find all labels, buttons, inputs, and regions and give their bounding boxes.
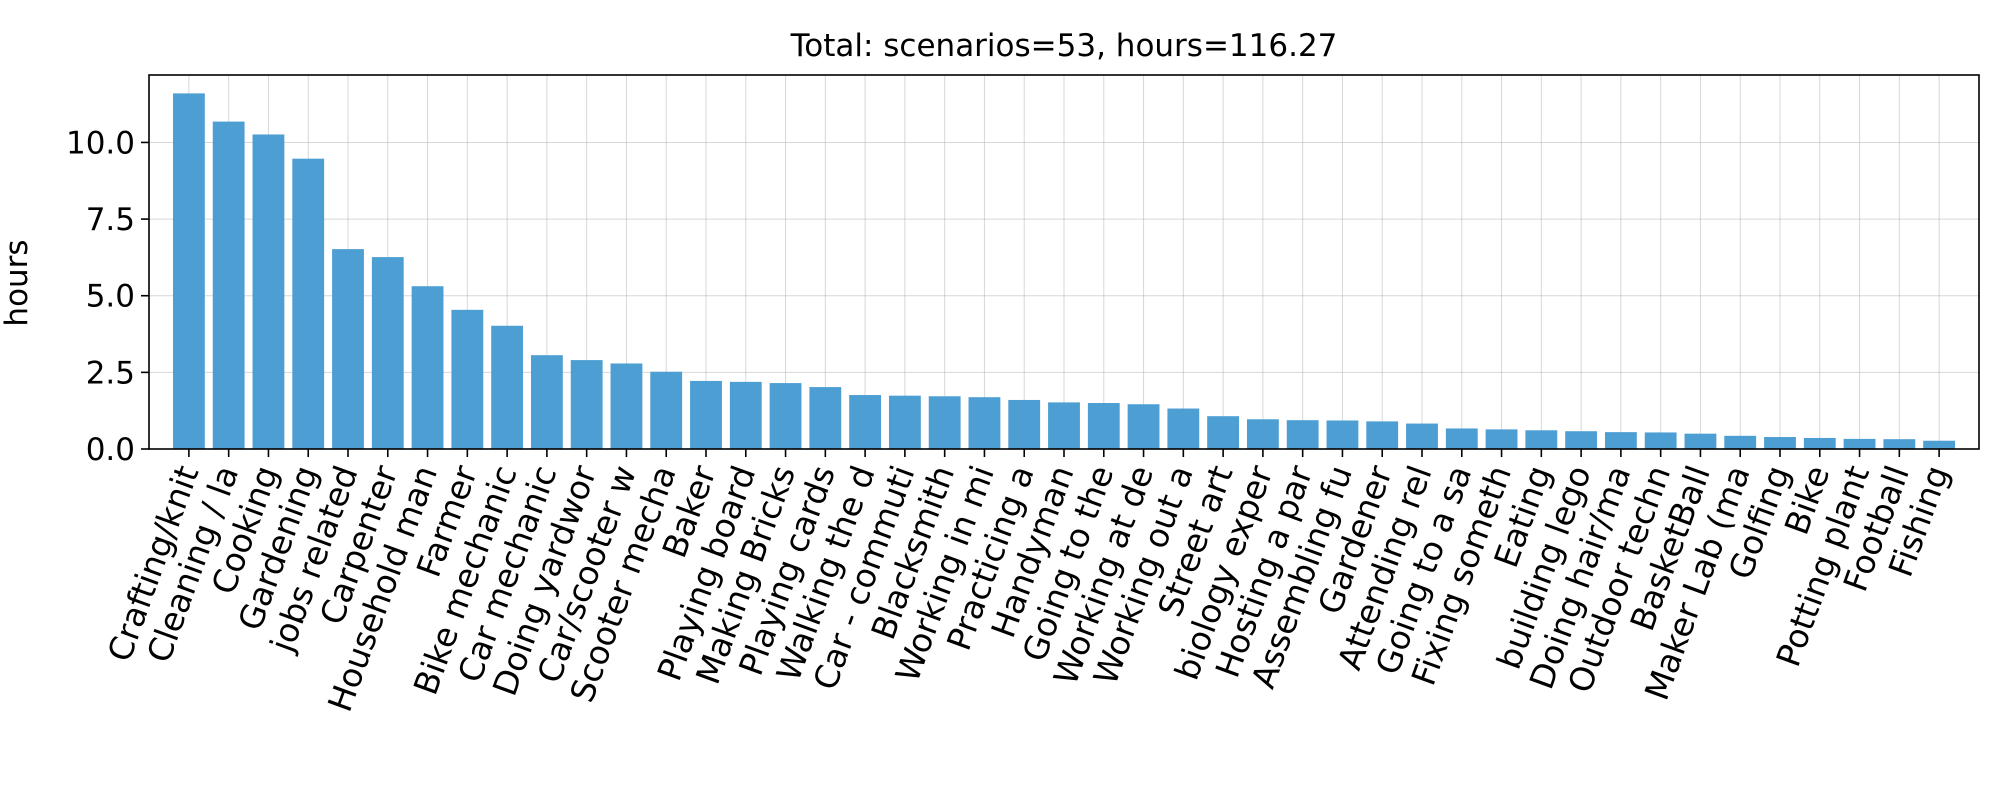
bar [570,360,603,449]
bar [1246,419,1279,449]
bar [1406,423,1438,449]
bar [1008,399,1041,449]
bar [1087,403,1120,449]
y-tick-label: 10.0 [66,125,135,161]
bar [650,371,683,449]
y-tick-label: 2.5 [86,355,135,391]
bar [1843,438,1876,449]
plot-frame [148,74,1980,450]
bar [1207,416,1240,449]
bar [968,397,1001,449]
bar [1604,432,1637,449]
bar [1525,430,1558,449]
bars [172,93,1956,450]
y-axis-label: hours [0,239,35,326]
bar [1127,404,1160,449]
y-tick-label: 5.0 [86,279,135,315]
bar [1883,439,1916,449]
bar [1286,420,1319,449]
bar [809,387,842,449]
bar [1724,435,1757,449]
bar [172,93,205,450]
chart-title: Total: scenarios=53, hours=116.27 [790,28,1338,64]
bar [928,396,961,449]
bar [371,257,404,449]
bar [491,325,524,449]
bar [888,395,921,449]
bar [530,355,563,449]
bar [1764,437,1796,449]
bar [1684,433,1717,449]
y-tick-label: 7.5 [86,202,135,238]
bar [212,121,245,450]
bar [1644,432,1677,449]
bar [292,158,325,449]
bar [1366,421,1399,449]
bar [729,381,762,449]
bar [1565,431,1598,449]
bar [1326,420,1359,449]
bar [332,249,364,449]
y-axis-ticks: 0.0 2.5 5.0 7.5 10.0 [66,125,149,468]
bar [1803,437,1836,449]
bar [690,380,722,449]
bar [769,383,802,449]
bar [451,309,484,449]
bar [849,395,882,449]
bar [1485,429,1518,449]
bar [610,363,643,449]
bar [1048,402,1080,449]
bar [1445,428,1478,449]
bar [252,134,285,449]
bar [1167,408,1200,449]
bar [1923,440,1956,449]
y-tick-label: 0.0 [86,432,135,468]
bar [411,286,444,449]
